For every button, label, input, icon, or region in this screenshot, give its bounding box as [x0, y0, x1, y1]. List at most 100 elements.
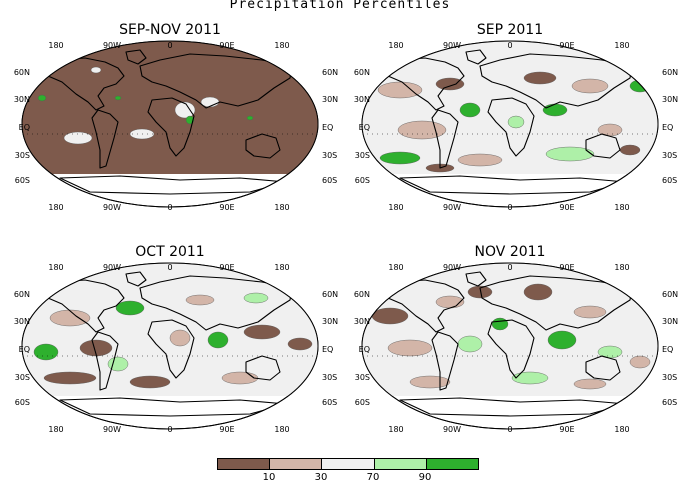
map-canvas: 180 180 90W 90W 0 0 90E 90E 180 180 60N 30N EQ 30S 60S…	[354, 262, 678, 434]
lon-label-top: 180	[48, 41, 63, 50]
coastline	[147, 319, 195, 379]
legend-swatch-wet	[374, 459, 427, 469]
precip-field	[22, 41, 318, 174]
anomaly-region	[467, 285, 493, 299]
anomaly-region	[459, 102, 481, 118]
lon-label-bottom: 180	[388, 203, 403, 212]
anomaly-region	[573, 305, 607, 319]
legend-swatch-dry	[270, 459, 323, 469]
lat-label-right: 30N	[322, 317, 338, 326]
lon-label-bottom: 90E	[559, 203, 574, 212]
lat-label-left: EQ	[19, 123, 30, 132]
lat-label-left: EQ	[359, 123, 370, 132]
lat-label-right: 60S	[322, 176, 337, 185]
panel-title: SEP-NOV 2011	[119, 22, 221, 38]
coastline	[91, 109, 119, 169]
lat-label-left: 30S	[355, 151, 370, 160]
coastline	[37, 279, 125, 333]
panel-title: SEP 2011	[476, 22, 544, 38]
map-canvas: 180 180 90W 90W 0 0 90E 90E 180 180 60N 30N EQ 30S 60S…	[14, 40, 338, 212]
lat-label-left: 30N	[354, 95, 370, 104]
lon-label-bottom: 180	[614, 203, 629, 212]
coastline	[125, 271, 147, 287]
anomaly-region	[90, 66, 102, 74]
lat-label-right: EQ	[322, 123, 333, 132]
coastline	[147, 97, 195, 157]
lat-label-right: 60N	[322, 68, 338, 77]
lat-label-right: 60S	[322, 398, 337, 407]
anomaly-region	[43, 371, 97, 385]
lat-label-left: 60N	[354, 290, 370, 299]
map-panel-oct: OCT 2011 180 180 90W 90W 0 0 90E 90E 180 180 60N 30…	[0, 232, 340, 447]
anomaly-region	[387, 339, 433, 357]
lon-label-bottom: 90E	[559, 425, 574, 434]
lon-label-top: 90E	[559, 41, 574, 50]
coastline	[479, 275, 633, 331]
figure-title: Precipitation Percentiles	[229, 0, 451, 12]
anomaly-region	[49, 309, 91, 327]
lat-label-left: 30S	[15, 373, 30, 382]
lat-label-left: 60N	[354, 68, 370, 77]
lon-label-top: 0	[167, 41, 172, 50]
coastline	[487, 97, 535, 157]
lon-label-bottom: 180	[48, 425, 63, 434]
color-legend	[217, 458, 479, 470]
lat-label-left: 60S	[15, 398, 30, 407]
coastline	[377, 57, 465, 111]
map-panel-sep-nov: SEP-NOV 2011 180 180 90W 90W 0 0 90E 90E 180 180 6…	[0, 10, 340, 225]
lon-label-bottom: 180	[388, 425, 403, 434]
anomaly-region	[115, 300, 145, 316]
anomaly-region	[243, 324, 281, 340]
anomaly-region	[371, 307, 409, 325]
lat-label-left: EQ	[359, 345, 370, 354]
anomaly-region	[629, 355, 651, 369]
anomaly-region	[169, 329, 191, 347]
anomaly-region	[377, 81, 423, 99]
lat-label-right: EQ	[322, 345, 333, 354]
lat-label-left: 30S	[15, 151, 30, 160]
lat-label-right: 30S	[662, 151, 677, 160]
lat-label-right: 60S	[662, 176, 677, 185]
coastline	[487, 319, 535, 379]
lat-label-left: 60N	[14, 290, 30, 299]
anomaly-region	[221, 371, 259, 385]
legend-swatch-normal	[322, 459, 375, 469]
lat-label-left: 30N	[14, 95, 30, 104]
anomaly-region	[174, 101, 196, 119]
lat-label-right: 60S	[662, 398, 677, 407]
lon-label-top: 90W	[443, 263, 461, 272]
lat-label-left: 60S	[15, 176, 30, 185]
anomaly-region	[507, 115, 525, 129]
lon-label-top: 90W	[103, 263, 121, 272]
anomaly-region	[37, 94, 47, 102]
lon-label-top: 90E	[219, 263, 234, 272]
coastline	[377, 279, 465, 333]
anomaly-region	[107, 356, 129, 372]
lat-label-right: 30N	[662, 317, 678, 326]
anomaly-region	[185, 294, 215, 306]
lon-label-top: 0	[167, 263, 172, 272]
lon-label-top: 0	[507, 263, 512, 272]
anomaly-region	[243, 292, 269, 304]
lon-label-top: 90W	[103, 41, 121, 50]
anomaly-region	[457, 153, 503, 167]
anomaly-region	[629, 79, 651, 93]
lon-label-bottom: 90W	[103, 203, 121, 212]
anomaly-region	[114, 95, 122, 101]
coastline	[465, 271, 487, 287]
coastline	[431, 331, 459, 391]
coastline	[139, 275, 293, 331]
lat-label-left: 60S	[355, 176, 370, 185]
anomaly-region	[523, 71, 557, 85]
lat-label-left: 30N	[354, 317, 370, 326]
legend-label: 30	[314, 472, 328, 483]
anomaly-region	[63, 131, 93, 145]
anomaly-region	[573, 378, 607, 390]
anomaly-region	[129, 375, 171, 389]
anomaly-region	[287, 337, 313, 351]
lon-label-bottom: 90W	[443, 425, 461, 434]
lat-label-right: 60N	[662, 290, 678, 299]
lon-label-top: 90E	[559, 263, 574, 272]
lat-label-left: 30S	[355, 373, 370, 382]
